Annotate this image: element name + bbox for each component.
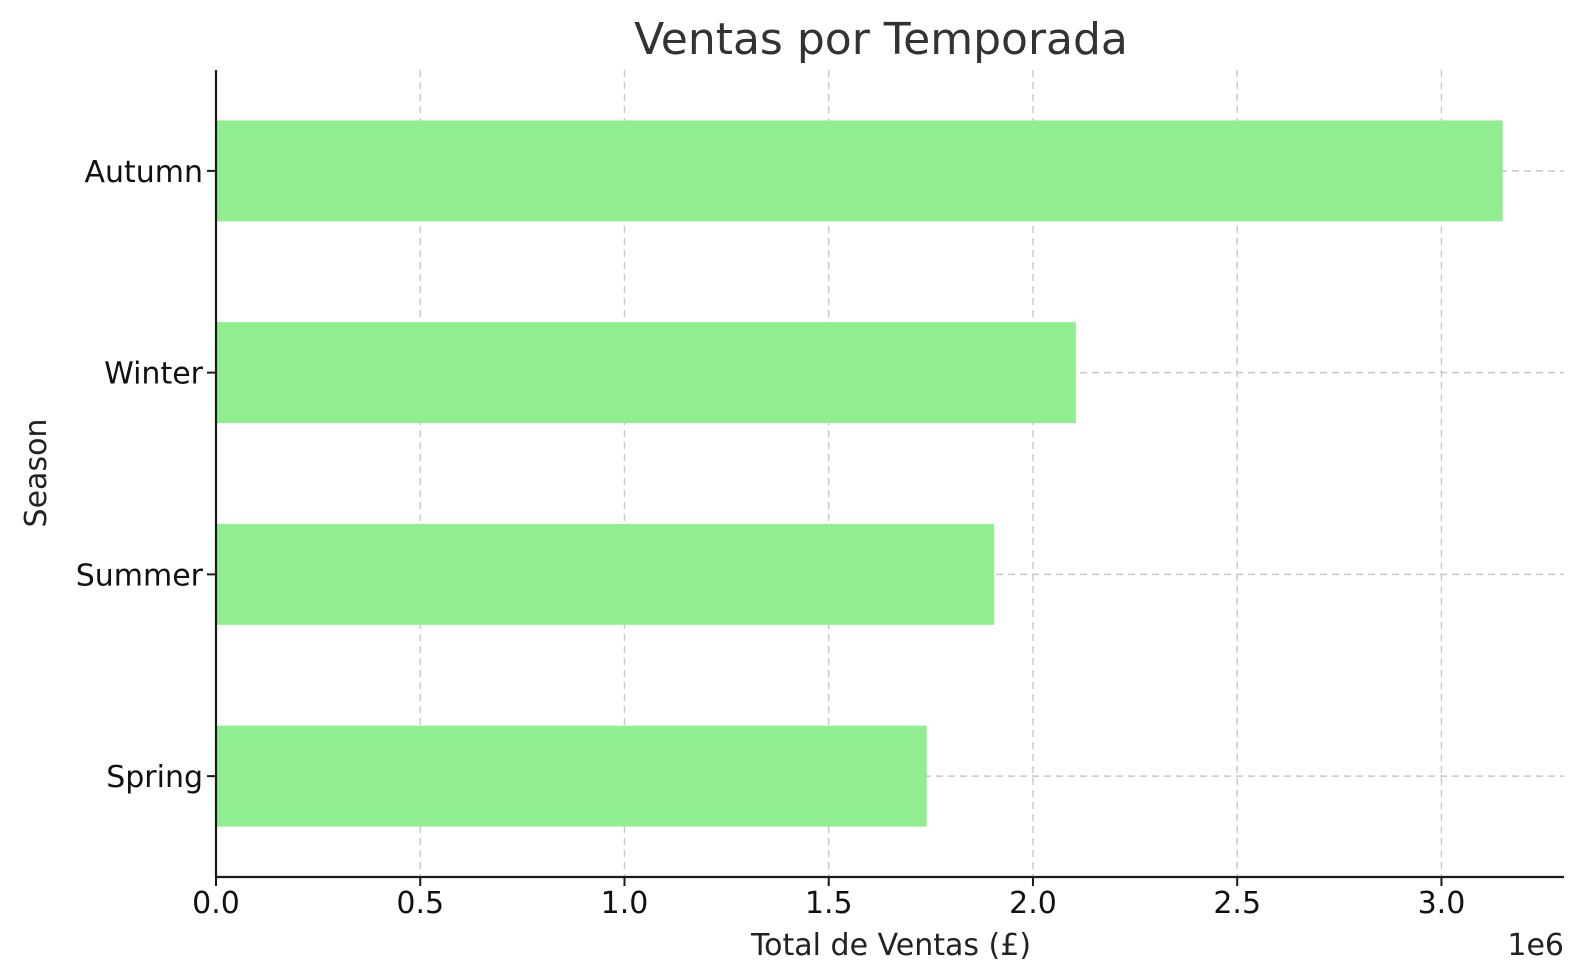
x-tick-label: 0.0 xyxy=(192,886,240,921)
x-axis-ticks: 0.0 0.5 1.0 1.5 2.0 2.5 3.0 xyxy=(192,877,1465,921)
x-tick-label: 2.0 xyxy=(1009,886,1057,921)
x-tick-label: 2.5 xyxy=(1213,886,1261,921)
x-tick-label: 3.0 xyxy=(1418,886,1466,921)
y-tick-label: Summer xyxy=(76,558,204,593)
x-axis-label: Total de Ventas (£) xyxy=(750,928,1031,963)
x-tick-label: 1.5 xyxy=(805,886,853,921)
bar-autumn xyxy=(216,120,1503,222)
y-tick-label: Spring xyxy=(106,760,203,795)
x-tick-label: 0.5 xyxy=(396,886,444,921)
y-axis-ticks: Autumn Winter Summer Spring xyxy=(76,155,216,795)
y-axis-label: Season xyxy=(19,419,54,528)
bar-winter xyxy=(216,322,1076,424)
bar-summer xyxy=(216,523,995,625)
y-tick-label: Winter xyxy=(104,357,204,392)
chart-title: Ventas por Temporada xyxy=(634,14,1128,65)
bars xyxy=(216,120,1503,827)
bar-spring xyxy=(216,725,927,827)
x-tick-label: 1.0 xyxy=(601,886,649,921)
y-tick-label: Autumn xyxy=(84,155,203,190)
axes-spines xyxy=(214,70,1564,879)
x-axis-offset-label: 1e6 xyxy=(1507,928,1564,963)
